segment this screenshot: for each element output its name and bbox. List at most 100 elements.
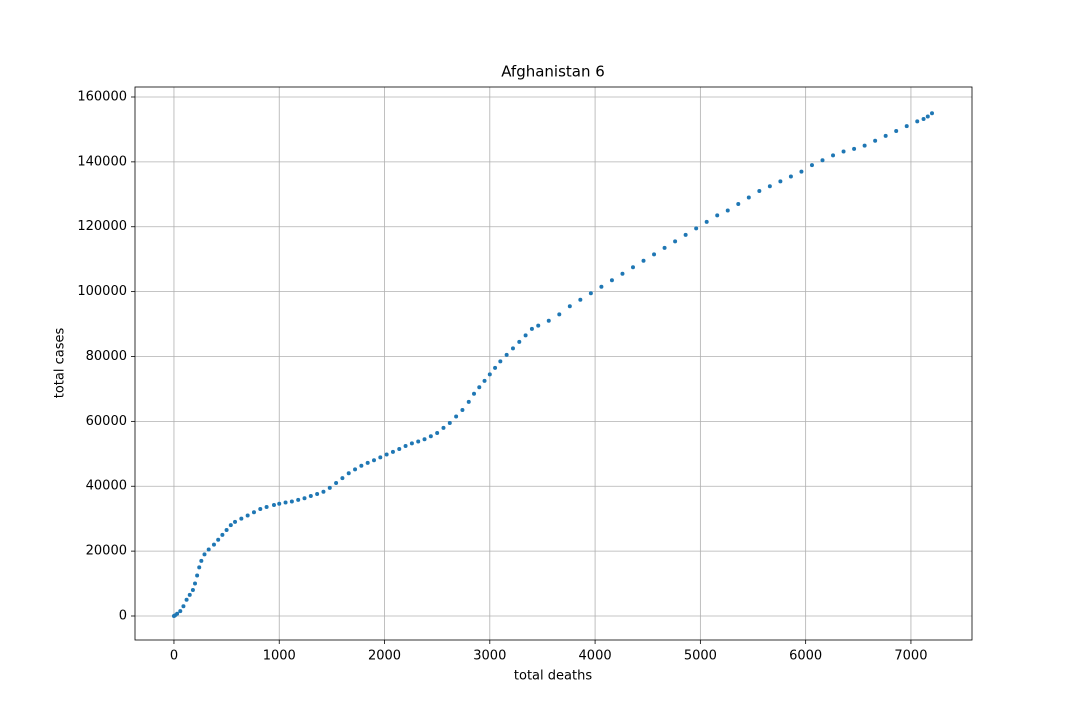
scatter-point bbox=[397, 446, 402, 451]
scatter-point bbox=[239, 516, 244, 521]
scatter-point bbox=[365, 460, 370, 465]
x-tick-label: 0 bbox=[170, 649, 178, 664]
scatter-point bbox=[767, 184, 772, 189]
y-tick-label: 120000 bbox=[77, 219, 127, 234]
scatter-point bbox=[641, 258, 646, 263]
scatter-point bbox=[251, 510, 256, 515]
scatter-point bbox=[746, 195, 751, 200]
scatter-point bbox=[841, 149, 846, 154]
scatter-point bbox=[809, 163, 814, 168]
scatter-point bbox=[894, 129, 899, 134]
scatter-point bbox=[523, 333, 528, 338]
y-tick-label: 100000 bbox=[77, 284, 127, 299]
scatter-point bbox=[447, 420, 452, 425]
scatter-point bbox=[199, 558, 204, 563]
scatter-point bbox=[588, 291, 593, 296]
scatter-point bbox=[757, 189, 762, 194]
scatter-point bbox=[271, 503, 276, 508]
scatter-point bbox=[510, 346, 515, 351]
scatter-point bbox=[315, 492, 320, 497]
scatter-point bbox=[873, 138, 878, 143]
scatter-point bbox=[321, 489, 326, 494]
scatter-point bbox=[578, 297, 583, 302]
plot-frame bbox=[134, 86, 973, 641]
y-tick-label: 140000 bbox=[77, 154, 127, 169]
x-tick-label: 7000 bbox=[894, 649, 927, 664]
scatter-point bbox=[862, 143, 867, 148]
scatter-point bbox=[289, 499, 294, 504]
scatter-point bbox=[359, 463, 364, 468]
scatter-point bbox=[422, 437, 427, 442]
scatter-point bbox=[216, 537, 221, 542]
scatter-point bbox=[620, 271, 625, 276]
y-tick-label: 160000 bbox=[77, 89, 127, 104]
scatter-point bbox=[390, 449, 395, 454]
scatter-point bbox=[704, 219, 709, 224]
scatter-point bbox=[477, 385, 482, 390]
y-tick-label: 0 bbox=[119, 608, 127, 623]
scatter-point bbox=[493, 365, 498, 370]
scatter-point bbox=[195, 573, 200, 578]
scatter-point bbox=[546, 318, 551, 323]
x-tick-label: 6000 bbox=[789, 649, 822, 664]
chart-title: Afghanistan 6 bbox=[501, 63, 605, 81]
scatter-point bbox=[178, 609, 183, 614]
scatter-point bbox=[487, 372, 492, 377]
scatter-point bbox=[224, 528, 229, 533]
x-tick-label: 1000 bbox=[263, 649, 296, 664]
scatter-point bbox=[296, 497, 301, 502]
scatter-point bbox=[378, 455, 383, 460]
x-tick-label: 4000 bbox=[579, 649, 612, 664]
scatter-point bbox=[181, 604, 186, 609]
scatter-point bbox=[715, 213, 720, 218]
scatter-point bbox=[346, 471, 351, 476]
scatter-point bbox=[211, 542, 216, 547]
scatter-point bbox=[673, 239, 678, 244]
scatter-point bbox=[662, 245, 667, 250]
scatter-point bbox=[340, 476, 345, 481]
y-tick-label: 40000 bbox=[86, 479, 127, 494]
scatter-point bbox=[283, 500, 288, 505]
scatter-point bbox=[233, 519, 238, 524]
scatter-point bbox=[799, 169, 804, 174]
scatter-point bbox=[694, 226, 699, 231]
scatter-point bbox=[599, 284, 604, 289]
y-tick-label: 80000 bbox=[86, 349, 127, 364]
x-tick-label: 5000 bbox=[684, 649, 717, 664]
scatter-point bbox=[557, 312, 562, 317]
scatter-point bbox=[736, 202, 741, 207]
scatter-point bbox=[435, 431, 440, 436]
scatter-point bbox=[925, 114, 930, 119]
scatter-point bbox=[220, 532, 225, 537]
scatter-point bbox=[915, 119, 920, 124]
scatter-point bbox=[567, 304, 572, 309]
scatter-point bbox=[630, 265, 635, 270]
scatter-point bbox=[929, 111, 934, 116]
scatter-point bbox=[175, 611, 180, 616]
scatter-point bbox=[277, 501, 282, 506]
scatter-point bbox=[416, 439, 421, 444]
scatter-point bbox=[264, 505, 269, 510]
scatter-point bbox=[778, 179, 783, 184]
scatter-point bbox=[482, 378, 487, 383]
scatter-point bbox=[327, 485, 332, 490]
scatter-point bbox=[197, 565, 202, 570]
scatter-point bbox=[529, 326, 534, 331]
scatter-point bbox=[187, 592, 192, 597]
scatter-point bbox=[883, 133, 888, 138]
scatter-point bbox=[202, 552, 207, 557]
x-tick-label: 2000 bbox=[368, 649, 401, 664]
scatter-point bbox=[820, 158, 825, 163]
scatter-point bbox=[184, 597, 189, 602]
scatter-point bbox=[371, 458, 376, 463]
scatter-point bbox=[206, 547, 211, 552]
scatter-point bbox=[609, 278, 614, 283]
scatter-point bbox=[384, 452, 389, 457]
x-tick-label: 3000 bbox=[473, 649, 506, 664]
scatter-point bbox=[652, 252, 657, 257]
scatter-point bbox=[403, 444, 408, 449]
scatter-point bbox=[466, 399, 471, 404]
x-axis-label: total deaths bbox=[514, 669, 592, 684]
scatter-point bbox=[517, 339, 522, 344]
